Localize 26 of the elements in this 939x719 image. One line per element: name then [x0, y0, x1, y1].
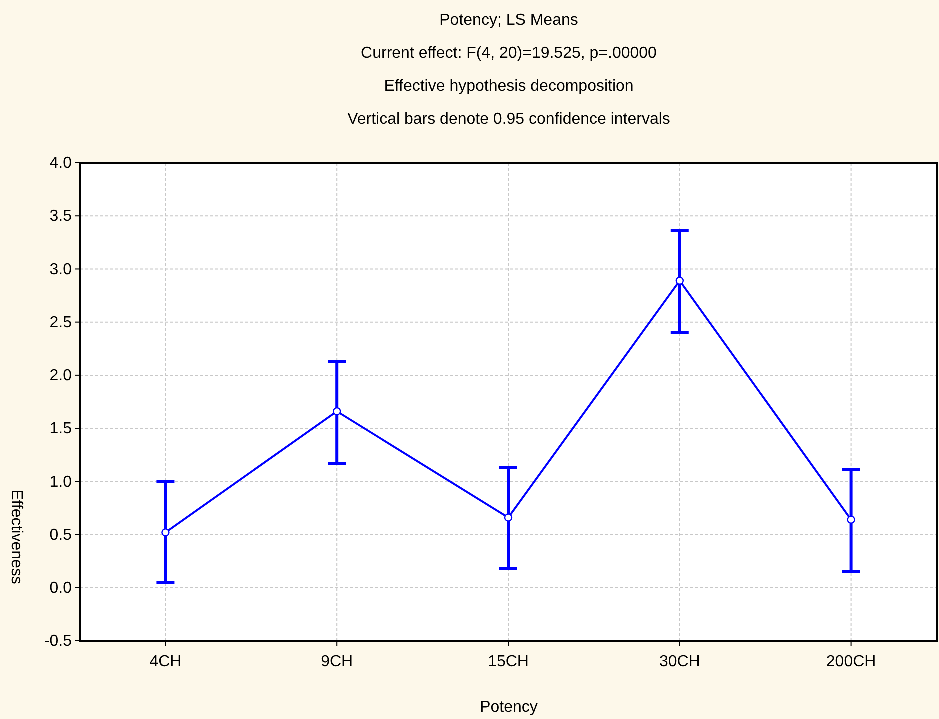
y-tick-label: 3.0: [50, 261, 72, 278]
x-tick-label: 15CH: [488, 654, 529, 671]
x-tick-label: 30CH: [659, 654, 700, 671]
point: [162, 528, 170, 537]
x-tick-label: 9CH: [321, 654, 354, 671]
y-tick-label: 0.5: [50, 526, 72, 544]
y-tick-label: 1.0: [50, 474, 72, 491]
y-tick-label: 0.0: [50, 580, 72, 598]
y-tick-label: 1.5: [50, 420, 72, 438]
x-tick-label: 4CH: [150, 654, 182, 671]
text: Vertical bars denote 0.95 confidence intervals: [348, 111, 670, 128]
point: [333, 407, 342, 416]
x-axis-title: Potency: [480, 699, 538, 716]
y-tick-label: -0.5: [44, 633, 72, 650]
point: [676, 276, 684, 286]
y-tick-label: 3.5: [50, 208, 72, 226]
y-tick-label: 2.5: [50, 314, 72, 332]
y-tick-label: 4.0: [50, 155, 72, 172]
y-tick-label: 2.0: [50, 368, 72, 385]
text: Effective hypothesis decomposition: [384, 78, 634, 95]
point: [847, 516, 856, 524]
chart-title: Potency; LS Means: [440, 12, 578, 29]
chart-subtitle: Current effect: F(4, 20)=19.525, p=.00000: [361, 45, 658, 62]
y-axis-title: Effectiveness: [8, 490, 25, 584]
point: [504, 514, 513, 522]
x-tick-label: 200CH: [826, 654, 876, 671]
